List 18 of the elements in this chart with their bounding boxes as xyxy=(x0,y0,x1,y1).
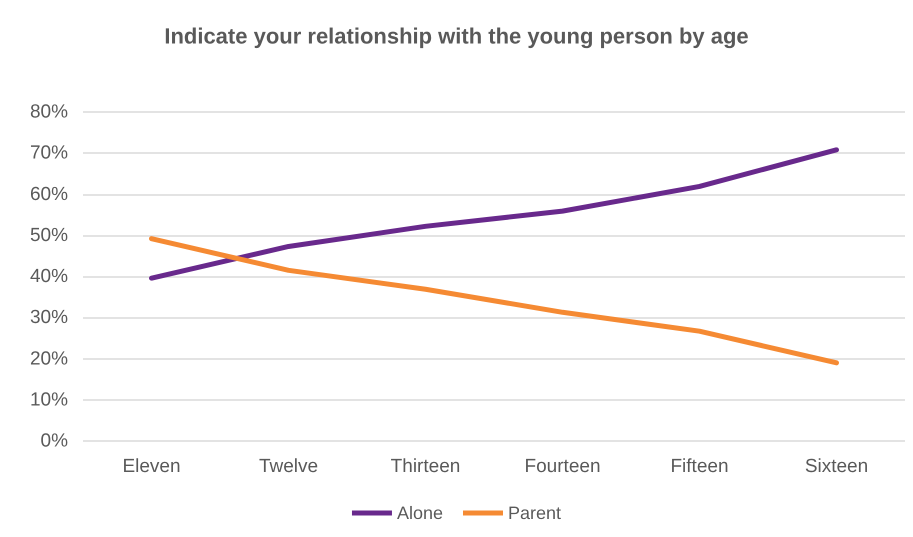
y-tick-label: 0% xyxy=(40,430,68,452)
legend-label: Parent xyxy=(508,503,562,523)
y-tick-label: 60% xyxy=(30,184,68,205)
x-tick-label: Fifteen xyxy=(670,456,729,477)
x-tick-label: Thirteen xyxy=(390,456,460,477)
y-tick-label: 80% xyxy=(30,102,68,122)
y-tick-label: 50% xyxy=(30,224,68,246)
y-tick-label: 30% xyxy=(30,307,68,328)
x-tick-label: Eleven xyxy=(122,456,181,477)
y-tick-label: 70% xyxy=(30,142,68,164)
x-tick-label: Sixteen xyxy=(804,456,868,477)
y-tick-label: 20% xyxy=(30,348,68,370)
y-tick-label: 10% xyxy=(30,389,68,410)
x-tick-label: Fourteen xyxy=(524,456,601,477)
legend-label: Alone xyxy=(396,503,444,523)
y-tick-label: 40% xyxy=(30,266,68,287)
chart-title: Indicate your relationship with the young person by age xyxy=(164,24,749,48)
x-tick-label: Twelve xyxy=(258,456,318,477)
